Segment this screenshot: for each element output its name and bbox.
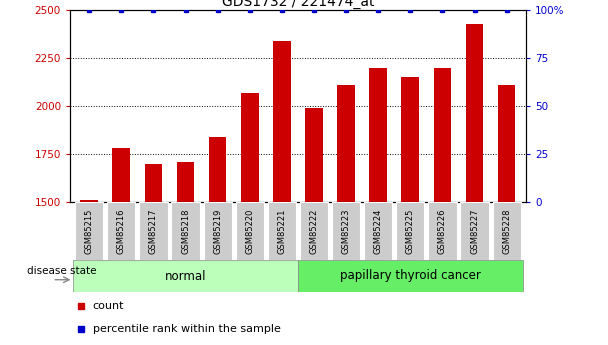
Bar (204, 203, 232, 260)
Bar (466, 24, 483, 202)
Bar (171, 203, 199, 260)
Bar (145, 165, 162, 202)
Bar (73, 260, 298, 292)
Bar (241, 93, 258, 202)
Bar (492, 203, 521, 260)
Bar (428, 203, 457, 260)
Text: percentile rank within the sample: percentile rank within the sample (92, 324, 281, 334)
Title: GDS1732 / 221474_at: GDS1732 / 221474_at (222, 0, 374, 9)
Bar (396, 203, 424, 260)
Bar (75, 203, 103, 260)
Text: GSM85224: GSM85224 (374, 208, 382, 254)
Text: GSM85219: GSM85219 (213, 208, 222, 254)
Bar (112, 148, 130, 202)
Text: GSM85226: GSM85226 (438, 208, 447, 254)
Bar (139, 203, 168, 260)
Text: GSM85221: GSM85221 (277, 208, 286, 254)
Bar (209, 137, 226, 202)
Text: GSM85216: GSM85216 (117, 208, 126, 254)
Bar (298, 260, 523, 292)
Bar (80, 200, 98, 202)
Text: GSM85220: GSM85220 (245, 208, 254, 254)
Bar (460, 203, 489, 260)
Bar (434, 68, 451, 202)
Bar (370, 68, 387, 202)
Text: papillary thyroid cancer: papillary thyroid cancer (340, 269, 481, 283)
Bar (332, 203, 360, 260)
Bar (498, 85, 516, 202)
Text: GSM85217: GSM85217 (149, 208, 158, 254)
Bar (305, 108, 323, 202)
Text: GSM85215: GSM85215 (85, 208, 94, 254)
Text: GSM85222: GSM85222 (309, 208, 319, 254)
Bar (401, 77, 419, 202)
Text: count: count (92, 301, 124, 311)
Text: disease state: disease state (27, 266, 96, 276)
Bar (236, 203, 264, 260)
Text: GSM85225: GSM85225 (406, 208, 415, 254)
Text: GSM85223: GSM85223 (342, 208, 351, 254)
Bar (268, 203, 296, 260)
Bar (364, 203, 392, 260)
Bar (300, 203, 328, 260)
Bar (107, 203, 136, 260)
Text: normal: normal (165, 269, 206, 283)
Text: GSM85227: GSM85227 (470, 208, 479, 254)
Text: GSM85228: GSM85228 (502, 208, 511, 254)
Text: GSM85218: GSM85218 (181, 208, 190, 254)
Bar (177, 161, 195, 202)
Bar (337, 85, 355, 202)
Bar (273, 41, 291, 202)
